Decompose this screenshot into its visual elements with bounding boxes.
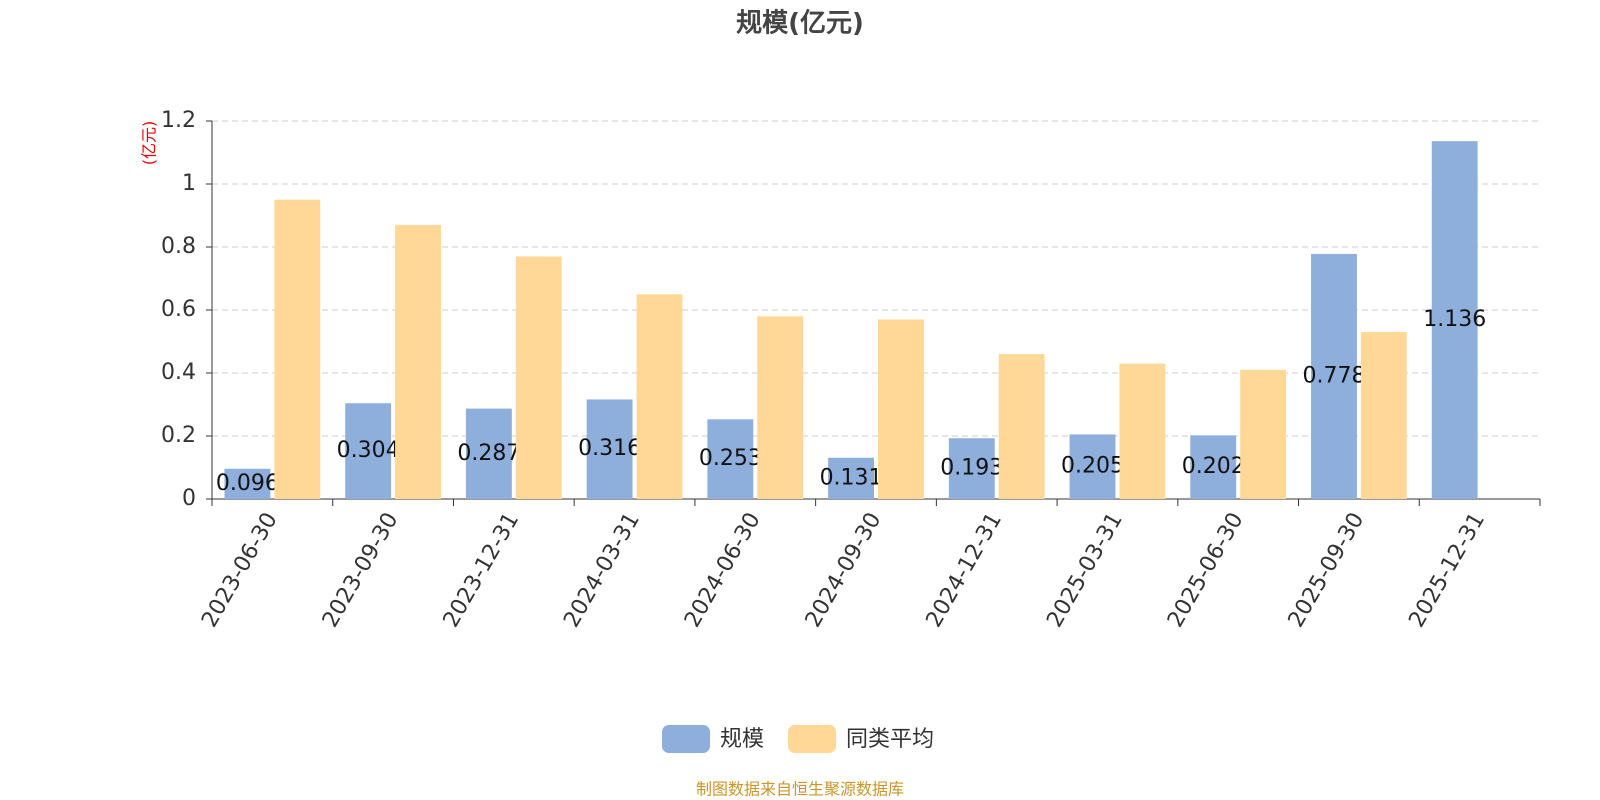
bar (224, 468, 271, 499)
x-tick-label: 2025-06-30 (1163, 509, 1249, 632)
chart-title: 规模(亿元) (736, 9, 864, 39)
legend-label: 同类平均 (846, 727, 934, 752)
value-label: 0.096 (216, 471, 279, 496)
bar (586, 399, 633, 499)
bar (998, 354, 1045, 499)
x-tick-label: 2023-09-30 (318, 509, 404, 632)
y-axis-label: (亿元) (140, 121, 159, 166)
bar (1311, 253, 1357, 499)
bar (1119, 363, 1166, 499)
x-tick-label: 2024-09-30 (801, 509, 887, 632)
value-label: 0.253 (699, 446, 762, 471)
source-note: 制图数据来自恒生聚源数据库 (696, 780, 904, 799)
x-tick-label: 2024-03-31 (559, 509, 645, 632)
value-label: 0.316 (578, 436, 641, 461)
bar (828, 457, 874, 499)
legend-label: 规模 (720, 727, 764, 752)
x-tick-label: 2024-06-30 (680, 509, 766, 632)
bar (1431, 141, 1478, 499)
y-tick-label: 0.2 (161, 423, 196, 448)
bar (1360, 332, 1407, 499)
bar (636, 294, 683, 499)
bar (274, 199, 321, 499)
x-tick-label: 2025-09-30 (1284, 509, 1370, 632)
bar (465, 408, 512, 499)
x-tick-label: 2025-03-31 (1042, 509, 1128, 632)
bar (1240, 369, 1287, 499)
value-label: 0.131 (820, 465, 883, 490)
value-label: 0.193 (940, 456, 1003, 481)
value-label: 0.304 (337, 438, 400, 463)
value-label: 0.287 (457, 441, 520, 466)
bar (395, 224, 441, 499)
x-tick-label: 2023-12-31 (439, 509, 525, 632)
bar (345, 403, 392, 499)
bar (707, 419, 754, 499)
y-tick-label: 0.6 (161, 297, 196, 322)
value-label: 0.205 (1061, 454, 1124, 479)
x-tick-label: 2023-06-30 (197, 509, 283, 632)
legend-swatch (662, 725, 710, 753)
value-label: 0.202 (1182, 454, 1245, 479)
bar (757, 316, 804, 499)
legend-swatch (788, 725, 837, 753)
y-tick-label: 1 (182, 171, 196, 196)
value-label: 0.778 (1302, 363, 1365, 388)
bar (878, 319, 924, 499)
x-tick-label: 2024-12-31 (922, 509, 1008, 632)
bar (1190, 435, 1237, 499)
bar (948, 438, 995, 499)
y-tick-label: 0.4 (161, 360, 196, 385)
bar (1069, 434, 1116, 499)
x-tick-label: 2025-12-31 (1404, 509, 1490, 632)
y-tick-label: 1.2 (161, 108, 196, 133)
value-label: 1.136 (1423, 307, 1486, 332)
y-tick-label: 0 (182, 486, 196, 511)
bar (515, 256, 562, 499)
y-tick-label: 0.8 (161, 234, 196, 259)
